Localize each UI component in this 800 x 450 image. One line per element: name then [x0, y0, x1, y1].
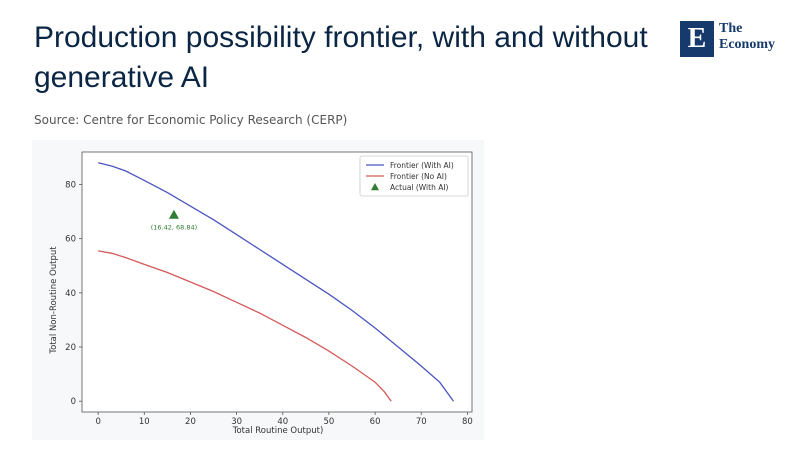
y-tick-label: 80 [65, 181, 76, 191]
x-tick-label: 60 [370, 417, 381, 427]
x-tick-label: 70 [416, 417, 427, 427]
legend-box [359, 155, 469, 197]
series-line-no-ai [98, 250, 392, 402]
actual-point-marker [168, 209, 179, 219]
x-tick-label: 40 [277, 417, 288, 427]
x-tick-label: 30 [231, 417, 242, 427]
logo-line-1: The [719, 21, 743, 36]
legend-swatch [371, 183, 379, 191]
logo-mark: E [680, 21, 714, 57]
y-tick-label: 20 [65, 343, 76, 353]
legend-label: Frontier (With AI) [390, 161, 454, 170]
source-note: Source: Centre for Economic Policy Resea… [34, 113, 348, 127]
logo-wordmark: The Economy [719, 21, 789, 53]
y-tick-label: 60 [65, 235, 76, 245]
ppf-chart: 0 10 20 30 40 50 60 70 80 0 20 40 60 80 (16.42, 68.84… [49, 151, 473, 436]
x-tick-label: 20 [185, 417, 196, 427]
legend-label: Frontier (No AI) [390, 172, 447, 181]
legend-label: Actual (With AI) [390, 183, 449, 192]
chart-series [98, 162, 455, 402]
chart-markers: (16.42, 68.84) [151, 209, 197, 232]
chart-panel: 0 10 20 30 40 50 60 70 80 0 20 40 60 80 (16.42, 68.84… [32, 140, 484, 440]
x-tick-label: 0 [95, 417, 100, 427]
chart-legend: Frontier (With AI) Frontier (No AI) Actual… [359, 155, 469, 197]
x-axis-label: Total Routine Output) [232, 426, 324, 436]
y-tick-label: 0 [71, 397, 76, 407]
y-tick-label: 40 [65, 289, 76, 299]
y-axis-label: Total Non-Routine Output [49, 246, 59, 355]
series-line-with-ai [98, 162, 455, 402]
actual-point-label: (16.42, 68.84) [151, 224, 197, 232]
x-tick-label: 50 [324, 417, 335, 427]
x-tick-label: 10 [139, 417, 150, 427]
the-economy-logo: E The Economy [680, 21, 780, 61]
page-title: Production possibility frontier, with an… [34, 21, 648, 94]
x-tick-label: 80 [462, 417, 473, 427]
logo-line-2: Economy [719, 37, 775, 52]
